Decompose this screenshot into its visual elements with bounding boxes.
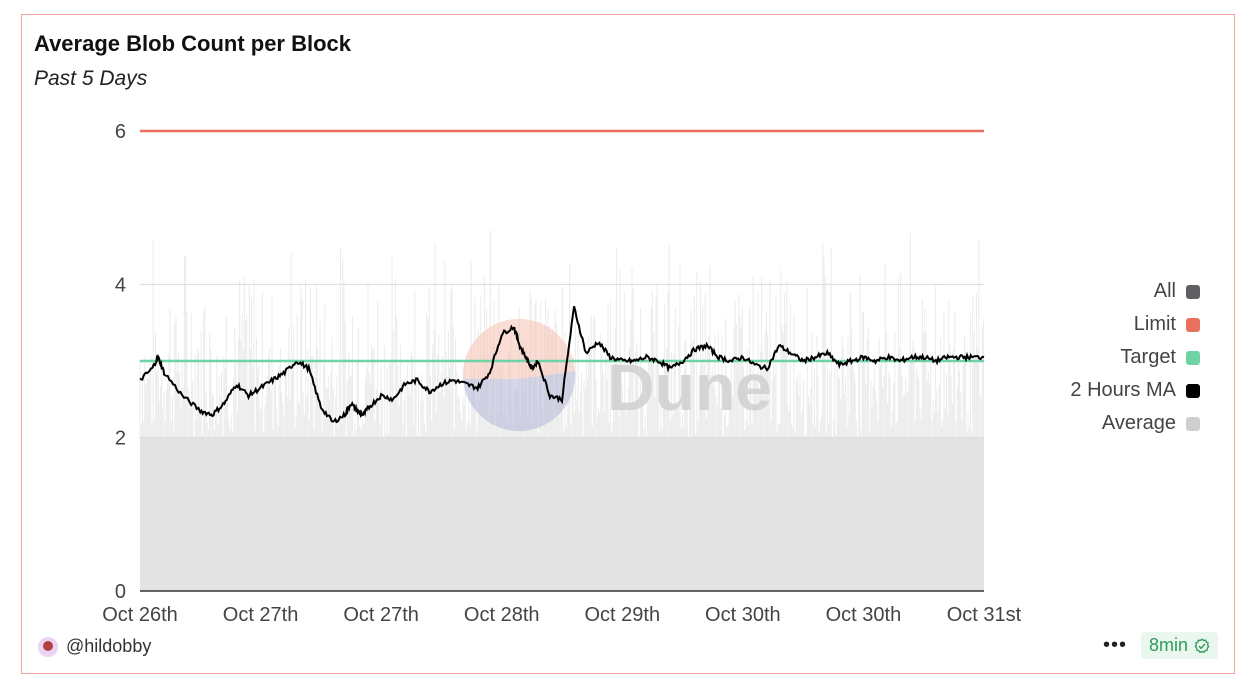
x-tick-label: Oct 27th bbox=[343, 604, 419, 625]
legend-label: Average bbox=[1101, 412, 1176, 434]
chart-area: 0 2 4 6 Oct 26th Oct 27th Oct 27th Oct 28th Oct … bbox=[102, 121, 1022, 625]
chart-card: Average Blob Count per Block Past 5 Days… bbox=[21, 14, 1235, 674]
ma-line bbox=[139, 306, 985, 424]
y-tick-label: 4 bbox=[115, 274, 126, 296]
x-tick-label: Oct 27th bbox=[223, 604, 299, 625]
y-tick-label: 6 bbox=[115, 121, 126, 143]
chart-title: Average Blob Count per Block bbox=[34, 31, 352, 56]
legend-label: Target bbox=[1120, 346, 1176, 368]
footer-actions: ••• 8min bbox=[1103, 632, 1218, 659]
x-tick-label: Oct 29th bbox=[584, 604, 660, 625]
x-tick-label: Oct 30th bbox=[826, 604, 902, 625]
avatar bbox=[38, 636, 58, 657]
watermark-text: Dune bbox=[607, 350, 772, 424]
legend-item-target[interactable]: Target bbox=[980, 341, 1200, 374]
legend-swatch bbox=[1186, 350, 1200, 365]
legend-swatch bbox=[1186, 317, 1200, 332]
average-area bbox=[140, 437, 984, 591]
freshness-label: 8min bbox=[1148, 635, 1188, 655]
x-tick-label: Oct 31st bbox=[947, 604, 1022, 625]
legend: All Limit Target 2 Hours MA Average bbox=[980, 275, 1200, 440]
legend-swatch bbox=[1186, 284, 1200, 299]
watermark-logo-top bbox=[462, 318, 575, 379]
y-tick-label: 0 bbox=[115, 581, 126, 603]
legend-label: Limit bbox=[1133, 313, 1176, 335]
check-circle-icon bbox=[1194, 637, 1210, 653]
legend-item-all[interactable]: All bbox=[980, 275, 1200, 308]
legend-swatch bbox=[1186, 416, 1200, 431]
x-tick-label: Oct 26th bbox=[102, 604, 178, 625]
y-tick-label: 2 bbox=[115, 428, 126, 450]
author-handle: @hildobby bbox=[66, 636, 152, 656]
x-tick-label: Oct 30th bbox=[705, 604, 781, 625]
freshness-badge[interactable]: 8min bbox=[1140, 632, 1218, 659]
x-tick-label: Oct 28th bbox=[464, 604, 540, 625]
chart-subtitle: Past 5 Days bbox=[34, 67, 148, 90]
legend-item-average[interactable]: Average bbox=[980, 407, 1200, 440]
more-horizontal-icon[interactable]: ••• bbox=[1102, 634, 1127, 656]
legend-label: 2 Hours MA bbox=[1070, 379, 1176, 401]
legend-item-ma[interactable]: 2 Hours MA bbox=[980, 374, 1200, 407]
legend-item-limit[interactable]: Limit bbox=[980, 308, 1200, 341]
legend-swatch bbox=[1186, 383, 1200, 398]
legend-label: All bbox=[1153, 280, 1176, 302]
author[interactable]: @hildobby bbox=[38, 636, 151, 657]
